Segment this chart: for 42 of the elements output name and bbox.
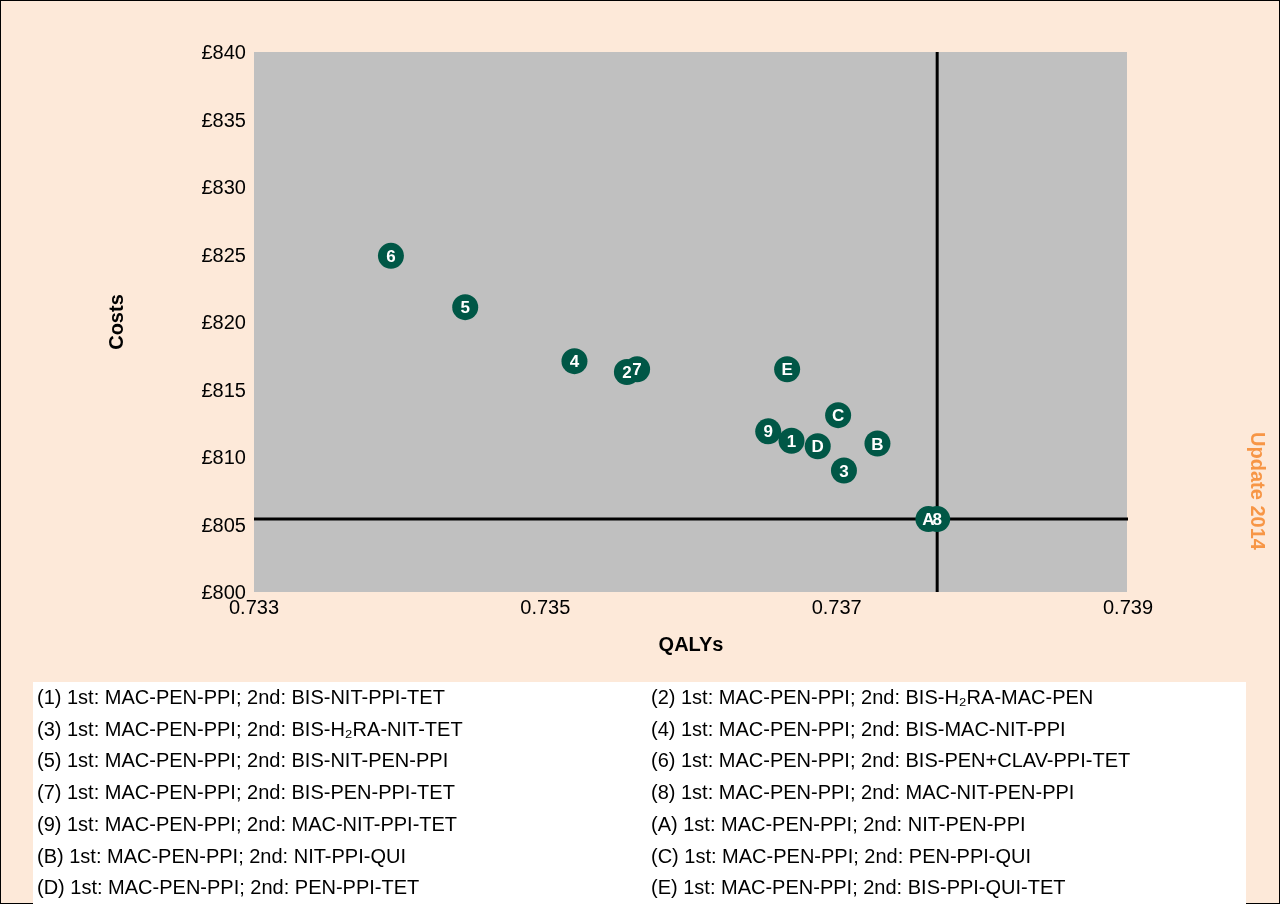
y-tick-label: £825 xyxy=(201,243,246,266)
text: (4) 1st: MAC-PEN-PPI; 2nd: BIS-MAC-NIT-PPI xyxy=(650,716,1067,742)
y-tick-label: £840 xyxy=(201,41,246,64)
text: (8) 1st: MAC-PEN-PPI; 2nd: MAC-NIT-PEN-PPI xyxy=(650,780,1076,806)
series-label: 9 xyxy=(763,422,773,442)
text: (D) 1st: MAC-PEN-PPI; 2nd: PEN-PPI-TET xyxy=(36,875,421,901)
text: (C) 1st: MAC-PEN-PPI; 2nd: PEN-PPI-QUI xyxy=(650,843,1033,869)
text: (7) 1st: MAC-PEN-PPI; 2nd: BIS-PEN-PPI-TET xyxy=(36,780,456,806)
series-label: E xyxy=(781,360,793,380)
y-tick-label: £835 xyxy=(201,108,246,131)
series-label: 4 xyxy=(569,352,580,372)
series-label: 7 xyxy=(632,360,642,380)
series-label: C xyxy=(831,406,845,426)
text: Update 2014 xyxy=(1245,432,1269,550)
y-tick-label: £830 xyxy=(201,176,246,199)
x-axis-title: QALYs xyxy=(658,633,724,655)
y-tick-label: £805 xyxy=(201,513,246,536)
x-tick-label: 0.739 xyxy=(1102,596,1154,619)
series-label: 8 xyxy=(932,510,942,530)
series-label: D xyxy=(811,437,824,457)
text: (A) 1st: MAC-PEN-PPI; 2nd: NIT-PEN-PPI xyxy=(650,811,1027,837)
y-tick-label: £810 xyxy=(201,446,246,469)
x-tick-label: 0.737 xyxy=(811,596,862,619)
y-tick-label: £815 xyxy=(201,378,246,401)
series-label: 2 xyxy=(622,362,632,382)
series-label: 5 xyxy=(460,298,470,318)
series-label: 1 xyxy=(786,431,797,451)
series-label: B xyxy=(871,434,884,454)
series-label: 3 xyxy=(839,461,849,481)
y-tick-label: £820 xyxy=(201,311,246,334)
series-label: 6 xyxy=(386,246,396,266)
text: (3) 1st: MAC-PEN-PPI; 2nd: BIS-H₂RA-NIT-TET xyxy=(36,716,464,742)
text: (5) 1st: MAC-PEN-PPI; 2nd: BIS-NIT-PEN-PPI xyxy=(36,748,450,774)
y-axis-title: Costs xyxy=(105,294,128,350)
text: (2) 1st: MAC-PEN-PPI; 2nd: BIS-H₂RA-MAC-PEN xyxy=(650,685,1095,710)
text: (E) 1st: MAC-PEN-PPI; 2nd: BIS-PPI-QUI-TET xyxy=(650,875,1067,901)
text: (B) 1st: MAC-PEN-PPI; 2nd: NIT-PPI-QUI xyxy=(36,843,407,869)
text: (6) 1st: MAC-PEN-PPI; 2nd: BIS-PEN+CLAV-PPI-TET xyxy=(650,748,1132,774)
text: (1) 1st: MAC-PEN-PPI; 2nd: BIS-NIT-PPI-TET xyxy=(36,685,446,710)
series-label: A xyxy=(922,510,935,530)
text: (9) 1st: MAC-PEN-PPI; 2nd: MAC-NIT-PPI-TET xyxy=(36,811,459,837)
x-tick-label: 0.735 xyxy=(520,596,571,619)
